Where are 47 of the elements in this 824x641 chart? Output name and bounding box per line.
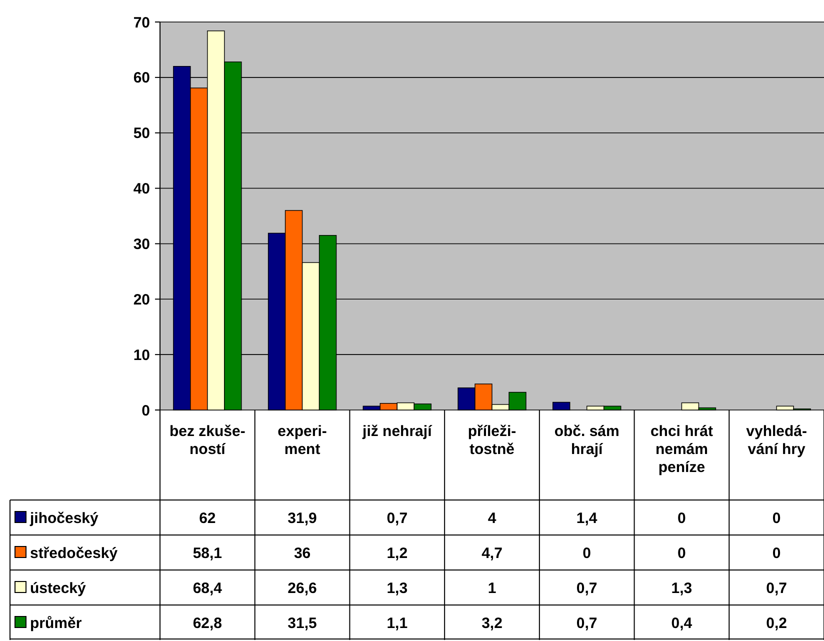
data-label: 0,7 — [576, 580, 598, 597]
data-label: 0 — [772, 510, 781, 527]
legend-label: ústecký — [30, 580, 87, 597]
data-label: 36 — [294, 544, 311, 562]
data-label: 4,7 — [482, 544, 502, 562]
data-label: 1 — [488, 580, 496, 597]
legend-label: středočeský — [30, 544, 118, 562]
data-label: 0 — [582, 544, 592, 562]
data-label: 4 — [488, 510, 497, 527]
y-tick-label: 0 — [142, 402, 150, 420]
y-tick-label: 10 — [133, 346, 150, 364]
x-tick-label: chci hrát nemám peníze — [650, 423, 713, 476]
data-label: 0 — [772, 544, 781, 562]
data-label: 0,7 — [386, 510, 408, 527]
data-label: 1,1 — [386, 614, 408, 632]
y-tick-label: 20 — [133, 291, 150, 308]
data-label: 0 — [678, 544, 686, 562]
data-label: 1,4 — [576, 510, 598, 527]
x-tick-label: vyhledá- vání hry — [746, 423, 808, 458]
y-tick-label: 60 — [133, 70, 150, 87]
y-tick-label: 70 — [133, 14, 150, 32]
data-label: 31,5 — [288, 614, 317, 632]
x-tick-label: obč. sám hrají — [554, 423, 620, 458]
x-tick-label: příleži- tostně — [468, 423, 516, 458]
data-label: 31,9 — [288, 510, 317, 527]
data-label: 1,3 — [386, 580, 408, 597]
y-tick-label: 50 — [133, 125, 150, 142]
data-label: 0 — [678, 510, 686, 527]
data-label: 1,3 — [671, 580, 692, 597]
x-tick-label: bez zkuše- ností — [170, 423, 246, 458]
data-label: 68,4 — [192, 580, 223, 597]
data-label: 1,2 — [386, 544, 408, 562]
data-label: 0,7 — [766, 580, 787, 597]
data-label: 62 — [199, 510, 216, 527]
data-label: 0,7 — [576, 614, 598, 632]
data-label: 0,4 — [671, 614, 693, 632]
data-label: 0,2 — [766, 614, 787, 632]
x-tick-label: experi- ment — [278, 423, 327, 458]
data-label: 3,2 — [482, 614, 502, 632]
x-tick-label: již nehrají — [362, 423, 433, 440]
data-label: 26,6 — [288, 580, 317, 597]
legend-label: průměr — [30, 614, 82, 632]
y-tick-label: 40 — [133, 180, 150, 198]
data-label: 58,1 — [192, 544, 222, 562]
legend-label: jihočeský — [29, 510, 100, 527]
data-label: 62,8 — [192, 614, 222, 632]
y-tick-label: 30 — [133, 236, 150, 253]
